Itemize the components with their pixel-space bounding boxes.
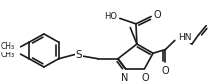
Text: O: O xyxy=(142,73,149,83)
Text: O: O xyxy=(154,10,162,20)
Text: CH₃: CH₃ xyxy=(1,50,15,59)
Text: HO: HO xyxy=(104,12,117,21)
Text: CH₃: CH₃ xyxy=(1,42,15,51)
Text: HN: HN xyxy=(178,33,191,42)
Text: S: S xyxy=(76,50,82,60)
Text: N: N xyxy=(121,73,128,83)
Text: O: O xyxy=(162,66,169,76)
